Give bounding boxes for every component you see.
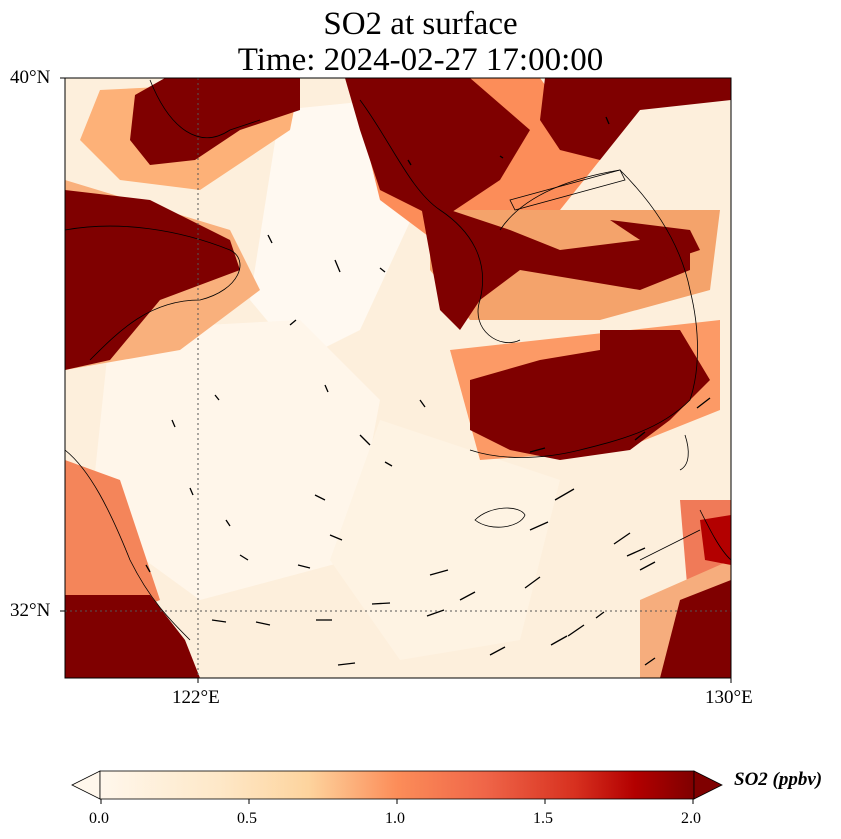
colorbar-tick-3: 1.5 [533, 810, 553, 827]
colorbar-label: SO2 (ppbv) [734, 769, 823, 790]
colorbar-tick-4: 2.0 [681, 810, 701, 827]
colorbar-tick-2: 1.0 [385, 810, 405, 827]
colorbar [71, 770, 723, 804]
colorbar-extend-low [71, 770, 101, 800]
map-title-line2: Time: 2024-02-27 17:00:00 [237, 42, 604, 78]
map-title-line1: SO2 at surface [323, 6, 518, 42]
lat-tick-40n: 40°N [10, 67, 51, 88]
colorbar-bar [99, 770, 695, 800]
so2-field [65, 78, 731, 678]
map-frame [64, 77, 732, 679]
lat-tick-32n: 32°N [10, 600, 51, 621]
colorbar-tick-0: 0.0 [89, 810, 109, 827]
lon-tick-122e: 122°E [172, 687, 220, 708]
colorbar-tick-1: 0.5 [237, 810, 257, 827]
lon-tick-130e: 130°E [705, 687, 753, 708]
colorbar-extend-high [693, 770, 723, 800]
wind-vectors [145, 116, 711, 666]
